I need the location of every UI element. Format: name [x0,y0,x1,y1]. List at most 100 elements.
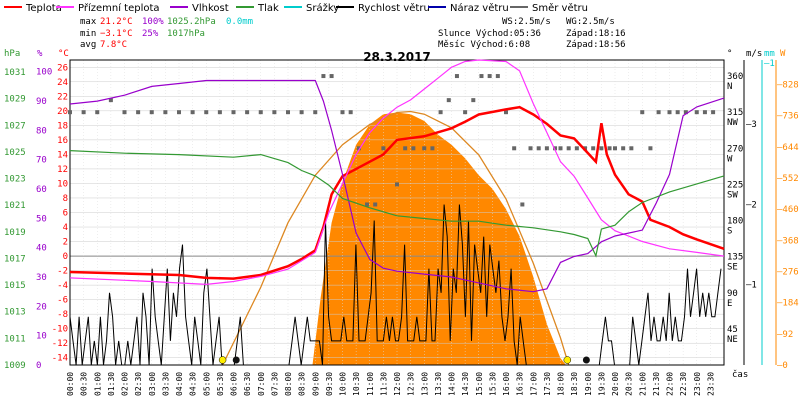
x-tick: 19:30 [597,372,606,396]
legend-label-5: Rychlost větru [358,2,430,14]
stat-max-hum: 100% [142,17,164,27]
hpa-tick: 1015 [4,281,26,291]
wind-dir-point [520,202,525,207]
x-tick: 12:00 [393,372,402,396]
pct-tick: 50 [36,214,47,224]
legend-label-2: Vlhkost [192,3,229,14]
markers [218,356,590,364]
wind-dir-point [81,110,86,115]
hpa-unit: hPa [4,49,20,59]
x-axis-title: čas [732,369,748,380]
x-tick: 18:30 [570,372,579,396]
stat-min-press: 1017hPa [167,29,205,39]
ms-tick: –3 [746,120,757,130]
hpa-tick: 1031 [4,68,26,78]
wind-dir-point [286,110,290,115]
stat-min-temp: −3.1°C [100,29,133,39]
wind-dir-point [454,74,459,79]
x-tick: 16:30 [516,372,525,396]
x-tick: 17:00 [529,372,538,396]
wind-dir-point [599,146,604,151]
stat-avg-temp: 7.8°C [100,40,127,50]
dir-tick-label: NW [727,118,738,128]
stat-rain: 0.0mm [226,17,253,27]
w-tick: –0 [777,361,788,371]
pct-tick: 100 [36,68,52,78]
x-tick: 13:00 [420,372,429,396]
c-tick: 4 [63,223,68,233]
x-tick: 10:00 [339,372,348,396]
hpa-tick: 1025 [4,148,26,158]
legend-label-0: Teplota [25,3,62,14]
stat-sun: Slunce Východ:05:36 [438,29,541,39]
c-tick: -12 [52,339,68,349]
wind-dir-point [675,110,680,115]
wind-dir-point [667,110,672,115]
c-tick: 10 [57,179,68,189]
legend-label-6: Náraz větru [450,2,509,14]
dir-tick-label: SW [727,190,738,200]
mm-unit: mm [764,49,775,59]
wind-dir-point [683,110,688,115]
wind-dir-point [504,110,508,115]
x-tick: 15:00 [475,372,484,396]
x-tick: 14:00 [448,372,457,396]
x-tick: 17:30 [543,372,552,396]
moon-marker [582,356,590,364]
wind-dir-point [694,110,699,115]
w-tick: –460 [777,205,799,215]
x-tick: 07:30 [270,372,279,396]
wind-dir-point [245,110,250,115]
x-tick: 08:00 [284,372,293,396]
wind-dir-point [512,146,517,151]
stat-ws: WS:2.5m/s [502,17,551,27]
stat-sun-set: Západ:18:16 [566,29,626,39]
wind-dir-point [544,146,549,151]
wind-dir-point [340,110,345,115]
w-unit: W [780,49,786,59]
x-tick: 01:00 [93,372,102,396]
x-tick: 14:30 [461,372,470,396]
left-axes: 1031 1029 1027 1025 1023 1021 1019 1017 1015 1013… [4,63,68,371]
x-tick: 04:30 [189,372,198,396]
x-tick: 06:30 [243,372,252,396]
x-tick: 21:00 [638,372,647,396]
pct-tick: 0 [36,361,41,371]
wind-dir-point [299,110,304,115]
c-tick: 6 [63,209,68,219]
x-tick: 05:00 [202,372,211,396]
x-tick: 00:00 [66,372,75,396]
x-tick: 19:00 [584,372,593,396]
w-tick: –184 [777,299,799,309]
c-tick: -6 [57,296,68,306]
x-tick: 11:30 [379,372,388,396]
legend-label-1: Přízemní teplota [78,2,160,14]
c-tick: -8 [57,310,68,320]
wind-dir-point [321,74,326,79]
x-tick: 11:00 [366,372,375,396]
x-tick: 02:00 [121,372,130,396]
x-tick: 15:30 [488,372,497,396]
dir-tick-label: S [727,227,732,237]
c-tick: 14 [57,150,68,160]
c-tick: 2 [63,238,68,248]
c-tick: 12 [57,165,68,175]
x-tick: 20:00 [611,372,620,396]
c-tick: 18 [57,121,68,131]
wind-dir-point [149,110,154,115]
w-tick: –644 [777,143,799,153]
pct-unit: % [37,49,43,59]
dir-tick-label: W [727,154,733,164]
wind-dir-point [329,74,334,79]
wind-dir-point [258,110,263,115]
x-tick: 12:30 [407,372,416,396]
dir-tick-label: E [727,299,732,309]
wind-dir-point [536,146,541,151]
wind-dir-point [607,146,612,151]
c-tick: 24 [57,78,68,88]
pct-tick: 40 [36,244,47,254]
x-tick: 16:00 [502,372,511,396]
dir-tick: 360 [727,72,743,82]
x-tick: 02:30 [134,372,143,396]
plot-area [68,59,725,366]
